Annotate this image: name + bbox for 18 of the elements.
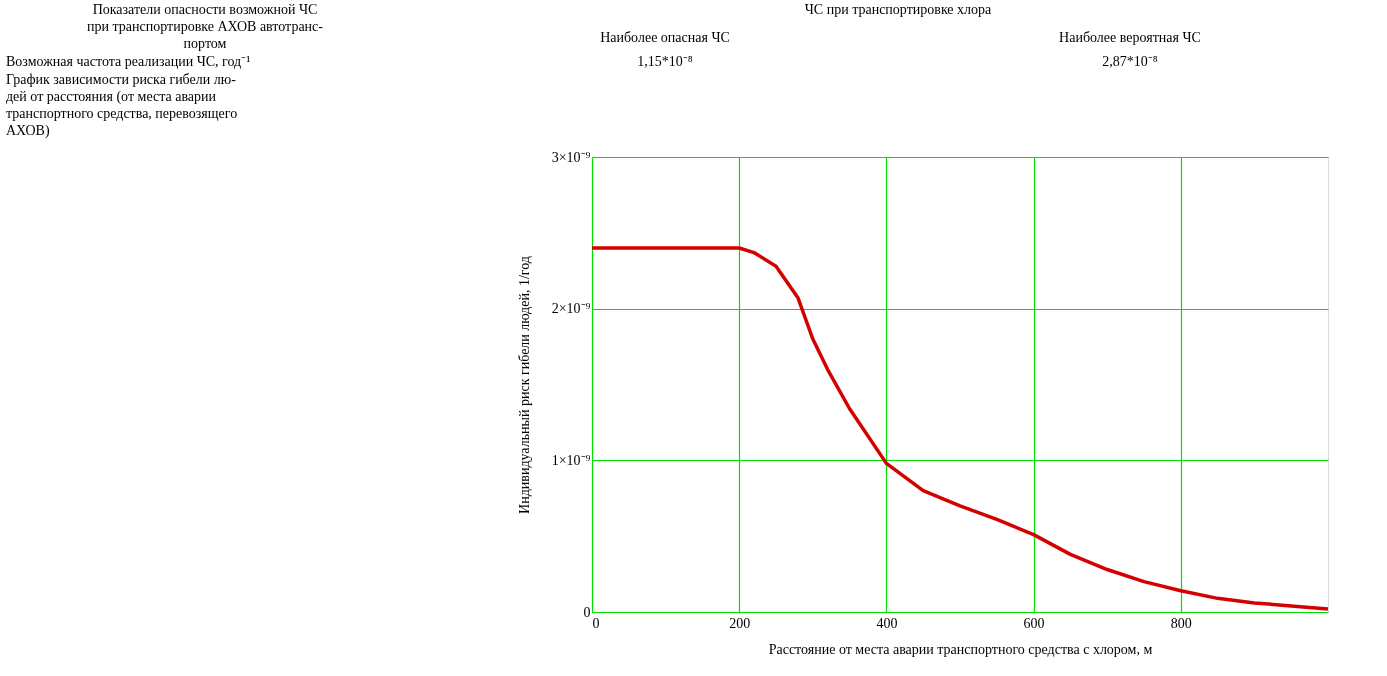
text: Показатели опасности возможной ЧС при транспортировке АХОВ автотранс- портом xyxy=(87,2,324,51)
x-tick-label: 600 xyxy=(1023,615,1045,631)
text: Наиболее опасная ЧС xyxy=(600,30,730,45)
y-tick-label: 2×10⁻⁹ xyxy=(551,301,591,317)
x-tick-label: 400 xyxy=(876,615,898,631)
y-tick-label: 0 xyxy=(583,604,591,620)
y-tick-label: 1×10⁻⁹ xyxy=(551,452,591,468)
text: 1,15*10⁻⁸ xyxy=(637,54,693,69)
text: Возможная частота реализации ЧС, год⁻¹ xyxy=(6,54,251,69)
x-tick-label: 800 xyxy=(1170,615,1192,631)
text: Наиболее вероятная ЧС xyxy=(1059,30,1201,45)
y-axis-title: Индивидуальный риск гибели людей, 1/год xyxy=(516,256,532,514)
x-tick-label: 200 xyxy=(729,615,751,631)
text: График зависимости риска гибели лю- дей от расстояния (от места аварии транспортного средства, перевозящего АХОВ) xyxy=(6,72,238,139)
y-tick-label: 3×10⁻⁹ xyxy=(551,149,591,165)
text: ЧС при транспортировке хлора xyxy=(804,2,993,17)
text: 2,87*10⁻⁸ xyxy=(1102,54,1158,69)
x-axis-title: Расстояние от места аварии транспортного средства с хлором, м xyxy=(768,641,1153,657)
